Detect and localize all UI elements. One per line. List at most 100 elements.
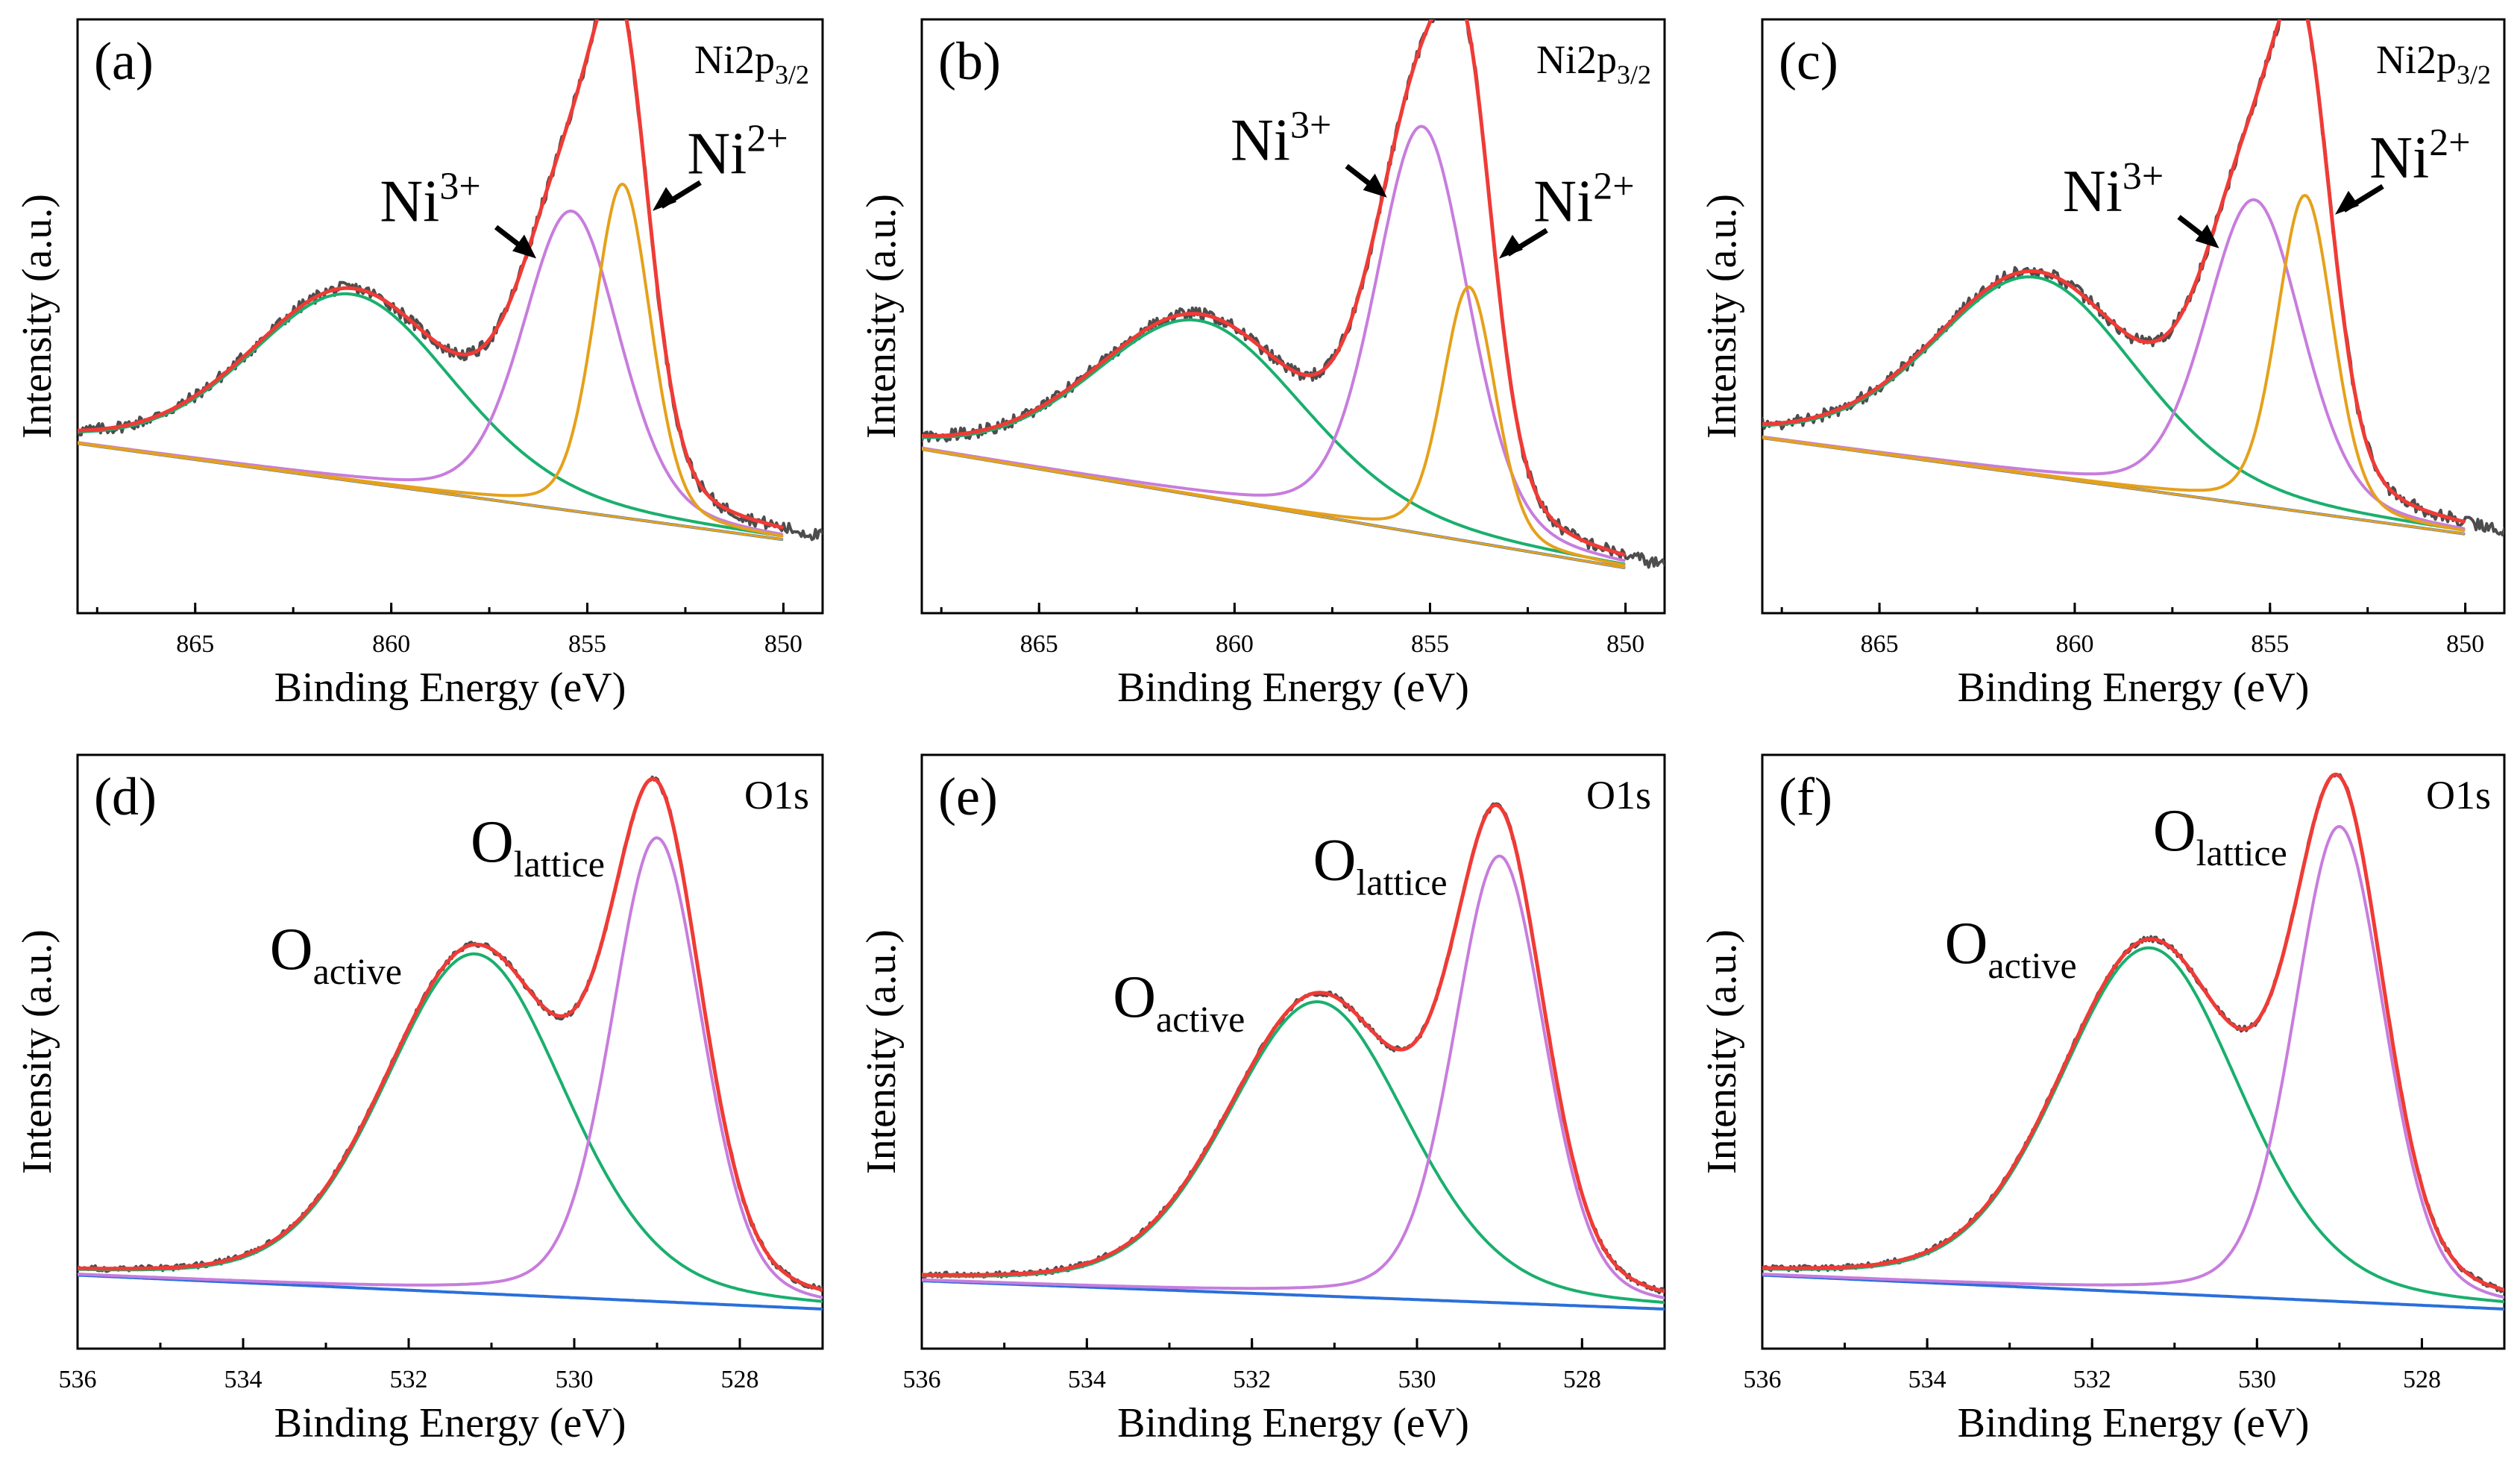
panel-f: 536 534 532 530 528 Binding Energy (eV) Intens… xyxy=(1699,753,2506,1446)
x-tick-label-f: 530 xyxy=(2238,1366,2276,1393)
component-O_lattice-e xyxy=(922,854,1665,1299)
panel-e: 536 534 532 530 528 Binding Energy (eV) Intens… xyxy=(858,753,1666,1446)
x-tick-label-b: 860 xyxy=(1216,630,1254,658)
panel-d: 536 534 532 530 528 Binding Energy (eV) Intens… xyxy=(14,753,824,1446)
species-sup: 3+ xyxy=(2122,155,2164,198)
species-label-o-lattice: Olattice xyxy=(2153,798,2287,873)
arrow-head-ni3 xyxy=(2195,224,2219,248)
species-sub: active xyxy=(313,950,402,992)
x-tick-label-f: 536 xyxy=(1744,1366,1782,1393)
species-base: Ni xyxy=(1533,169,1593,235)
arrow-head-ni3 xyxy=(512,234,537,259)
species-sub: active xyxy=(1988,944,2076,986)
x-tick-label-e: 528 xyxy=(1563,1366,1601,1393)
axis-frame-d xyxy=(76,753,824,1350)
x-tick-label-f: 534 xyxy=(1908,1366,1946,1393)
region-label-base: O1s xyxy=(1586,773,1651,818)
region-label-base: O1s xyxy=(2426,773,2491,818)
y-axis-title-a: Intensity (a.u.) xyxy=(14,194,60,439)
x-tick-label-d: 536 xyxy=(59,1366,97,1393)
envelope-fit-d xyxy=(78,777,823,1292)
panel-a: 865 860 855 850 Binding Energy (eV) Intensity… xyxy=(14,18,824,711)
raw-spectrum-e xyxy=(922,802,1665,1295)
species-label-o-active: Oactive xyxy=(1113,964,1245,1040)
region-label-sub: 3/2 xyxy=(2457,60,2491,90)
species-sub: lattice xyxy=(1356,862,1447,903)
curves-f xyxy=(1762,772,2504,1311)
species-base: Ni xyxy=(2063,159,2122,225)
x-axis-title-f: Binding Energy (eV) xyxy=(1958,1400,2310,1446)
curves-e xyxy=(922,802,1665,1311)
region-label-b: Ni2p3/2 xyxy=(1536,37,1651,90)
component-O_active-d xyxy=(78,952,823,1303)
species-base: Ni xyxy=(1231,108,1290,174)
x-tick-label-e: 534 xyxy=(1068,1366,1106,1393)
panel-c: 865 860 855 850 Binding Energy (eV) Intensity… xyxy=(1699,18,2506,711)
species-base: O xyxy=(1313,828,1357,894)
x-axis-title-e: Binding Energy (eV) xyxy=(1117,1400,1469,1446)
region-label-f: O1s xyxy=(2426,773,2491,818)
region-label-base: Ni2p xyxy=(2376,37,2457,82)
species-sup: 3+ xyxy=(439,165,480,207)
x-axis-title-c: Binding Energy (eV) xyxy=(1958,665,2310,711)
y-axis-title-d: Intensity (a.u.) xyxy=(14,929,60,1174)
curves-a xyxy=(78,19,823,542)
component-O_active-e xyxy=(922,1000,1665,1305)
species-base: O xyxy=(2153,798,2196,864)
region-label-a: Ni2p3/2 xyxy=(694,37,809,90)
envelope-fit-e xyxy=(922,803,1665,1293)
y-axis-title-b: Intensity (a.u.) xyxy=(858,194,905,439)
species-base: Ni xyxy=(2369,125,2429,191)
axis-frame-c xyxy=(1761,18,2506,615)
component-O_lattice-f xyxy=(1762,825,2504,1299)
component-O_active-f xyxy=(1762,946,2504,1304)
arrow-head-ni3 xyxy=(1363,173,1387,198)
envelope-fit-c xyxy=(1762,19,2466,524)
panel-label-a: (a) xyxy=(94,31,154,91)
x-tick-label-b: 865 xyxy=(1020,630,1058,658)
x-tick-label-e: 530 xyxy=(1398,1366,1436,1393)
component-Ni3+-b xyxy=(922,125,1626,562)
panel-label-c: (c) xyxy=(1779,31,1838,91)
component-Ni2+-c xyxy=(1762,194,2466,533)
x-tick-label-e: 532 xyxy=(1233,1366,1271,1393)
species-base: O xyxy=(471,809,514,875)
species-label-o-lattice: Olattice xyxy=(471,809,605,885)
species-base: O xyxy=(270,917,313,982)
x-tick-label-e: 536 xyxy=(903,1366,941,1393)
region-label-base: Ni2p xyxy=(1536,37,1617,82)
panel-label-f: (f) xyxy=(1779,767,1832,826)
species-label-ni2: Ni2+ xyxy=(1533,166,1634,235)
arrow-head-ni2 xyxy=(1498,234,1523,259)
envelope-fit-f xyxy=(1762,772,2504,1292)
x-tick-label-d: 530 xyxy=(556,1366,594,1393)
component-O_lattice-d xyxy=(78,836,823,1299)
species-sub: lattice xyxy=(2196,832,2287,873)
axis-frame-f xyxy=(1761,753,2506,1350)
axis-frame-b xyxy=(920,18,1666,615)
raw-spectrum-d xyxy=(78,775,823,1292)
species-sup: 2+ xyxy=(1593,166,1634,208)
x-tick-label-b: 855 xyxy=(1411,630,1449,658)
species-sub: lattice xyxy=(514,843,605,885)
raw-spectrum-b xyxy=(922,19,1665,569)
region-label-c: Ni2p3/2 xyxy=(2376,37,2491,90)
curves-d xyxy=(78,775,823,1311)
species-base: Ni xyxy=(380,169,439,234)
region-label-sub: 3/2 xyxy=(775,60,809,90)
species-label-ni2: Ni2+ xyxy=(687,118,788,187)
curves-c xyxy=(1762,19,2504,537)
x-tick-label-c: 860 xyxy=(2055,630,2093,658)
baseline-d xyxy=(78,1273,823,1311)
panel-label-e: (e) xyxy=(938,767,998,826)
envelope-fit-b xyxy=(922,19,1626,556)
species-label-ni2: Ni2+ xyxy=(2369,122,2470,191)
component-Ni3+-c xyxy=(1762,198,2466,530)
x-axis-title-a: Binding Energy (eV) xyxy=(274,665,626,711)
arrow-head-ni2 xyxy=(2334,190,2359,215)
region-label-sub: 3/2 xyxy=(1617,60,1651,90)
x-tick-label-a: 860 xyxy=(372,630,410,658)
component-Ni2+-a xyxy=(78,182,784,538)
y-axis-title-c: Intensity (a.u.) xyxy=(1699,194,1745,439)
